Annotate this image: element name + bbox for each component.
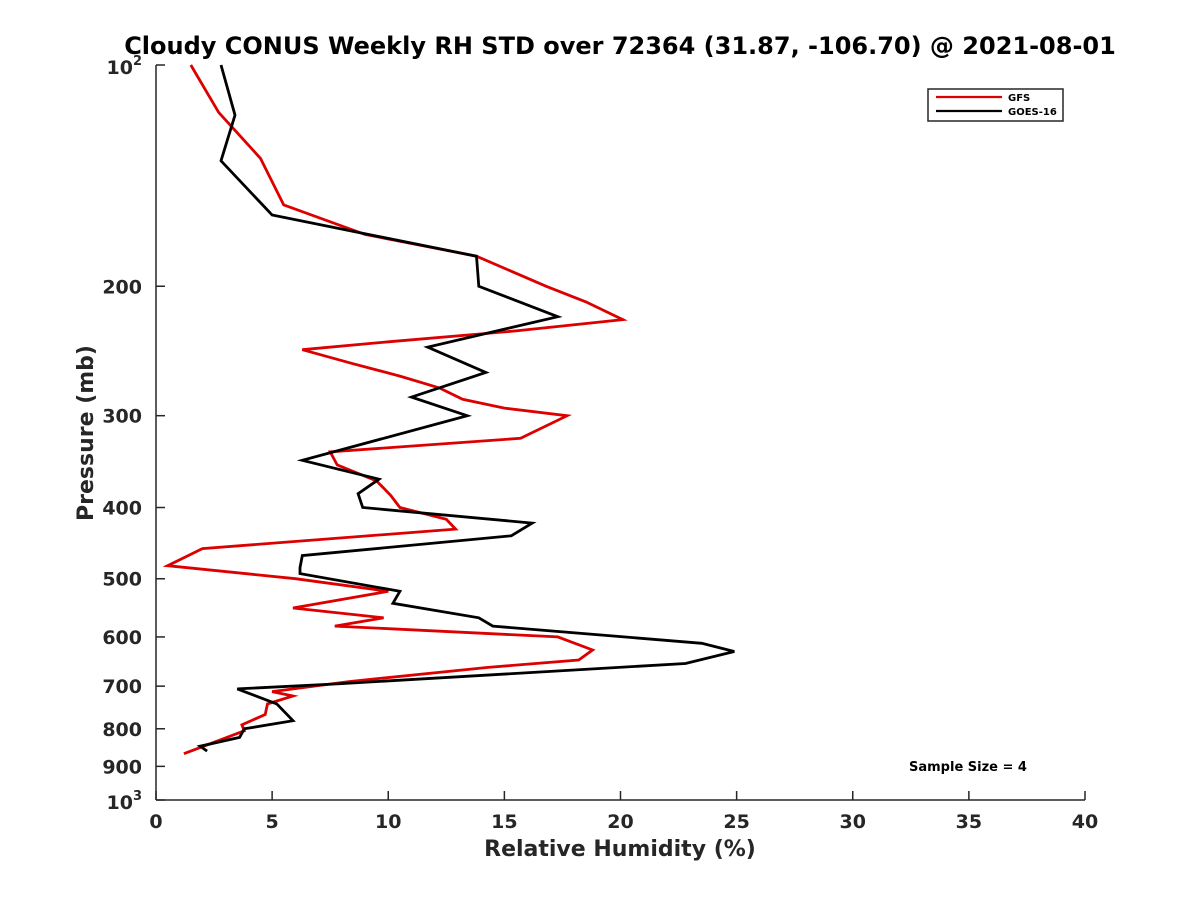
x-axis-label: Relative Humidity (%) <box>484 837 756 862</box>
x-tick-label: 5 <box>266 811 279 833</box>
sample-size-annotation: Sample Size = 4 <box>909 760 1027 775</box>
chart-title: Cloudy CONUS Weekly RH STD over 72364 (3… <box>124 32 1116 60</box>
y-tick-label: 300 <box>102 406 142 428</box>
y-tick-label-power: 103 <box>107 789 143 814</box>
y-tick-label: 900 <box>102 756 142 778</box>
y-tick-label: 600 <box>102 627 142 649</box>
x-tick-label: 15 <box>491 811 517 833</box>
plot-area: 0 5 10 15 20 25 30 35 40 200 300 400 500 600 700 800 900… <box>102 54 1098 833</box>
legend-label-goes16: GOES-16 <box>1008 107 1057 118</box>
y-axis-label: Pressure (mb) <box>74 345 99 521</box>
x-tick-label: 20 <box>607 811 633 833</box>
series-line-gfs <box>162 64 628 756</box>
series-line-goes16 <box>196 64 735 753</box>
x-tick-label: 25 <box>723 811 749 833</box>
legend-label-gfs: GFS <box>1008 93 1030 104</box>
legend-box <box>927 88 1064 122</box>
y-tick-label: 800 <box>102 719 142 741</box>
y-tick-label: 500 <box>102 569 142 591</box>
x-tick-label: 35 <box>956 811 982 833</box>
y-tick-label-power: 102 <box>107 54 143 79</box>
x-tick-label: 30 <box>840 811 866 833</box>
y-tick-label: 700 <box>102 676 142 698</box>
legend: GFS GOES-16 <box>927 88 1064 122</box>
y-tick-label: 400 <box>102 498 142 520</box>
x-tick-label: 0 <box>149 811 162 833</box>
x-tick-label: 10 <box>375 811 401 833</box>
y-tick-label: 200 <box>102 276 142 298</box>
x-tick-label: 40 <box>1072 811 1098 833</box>
